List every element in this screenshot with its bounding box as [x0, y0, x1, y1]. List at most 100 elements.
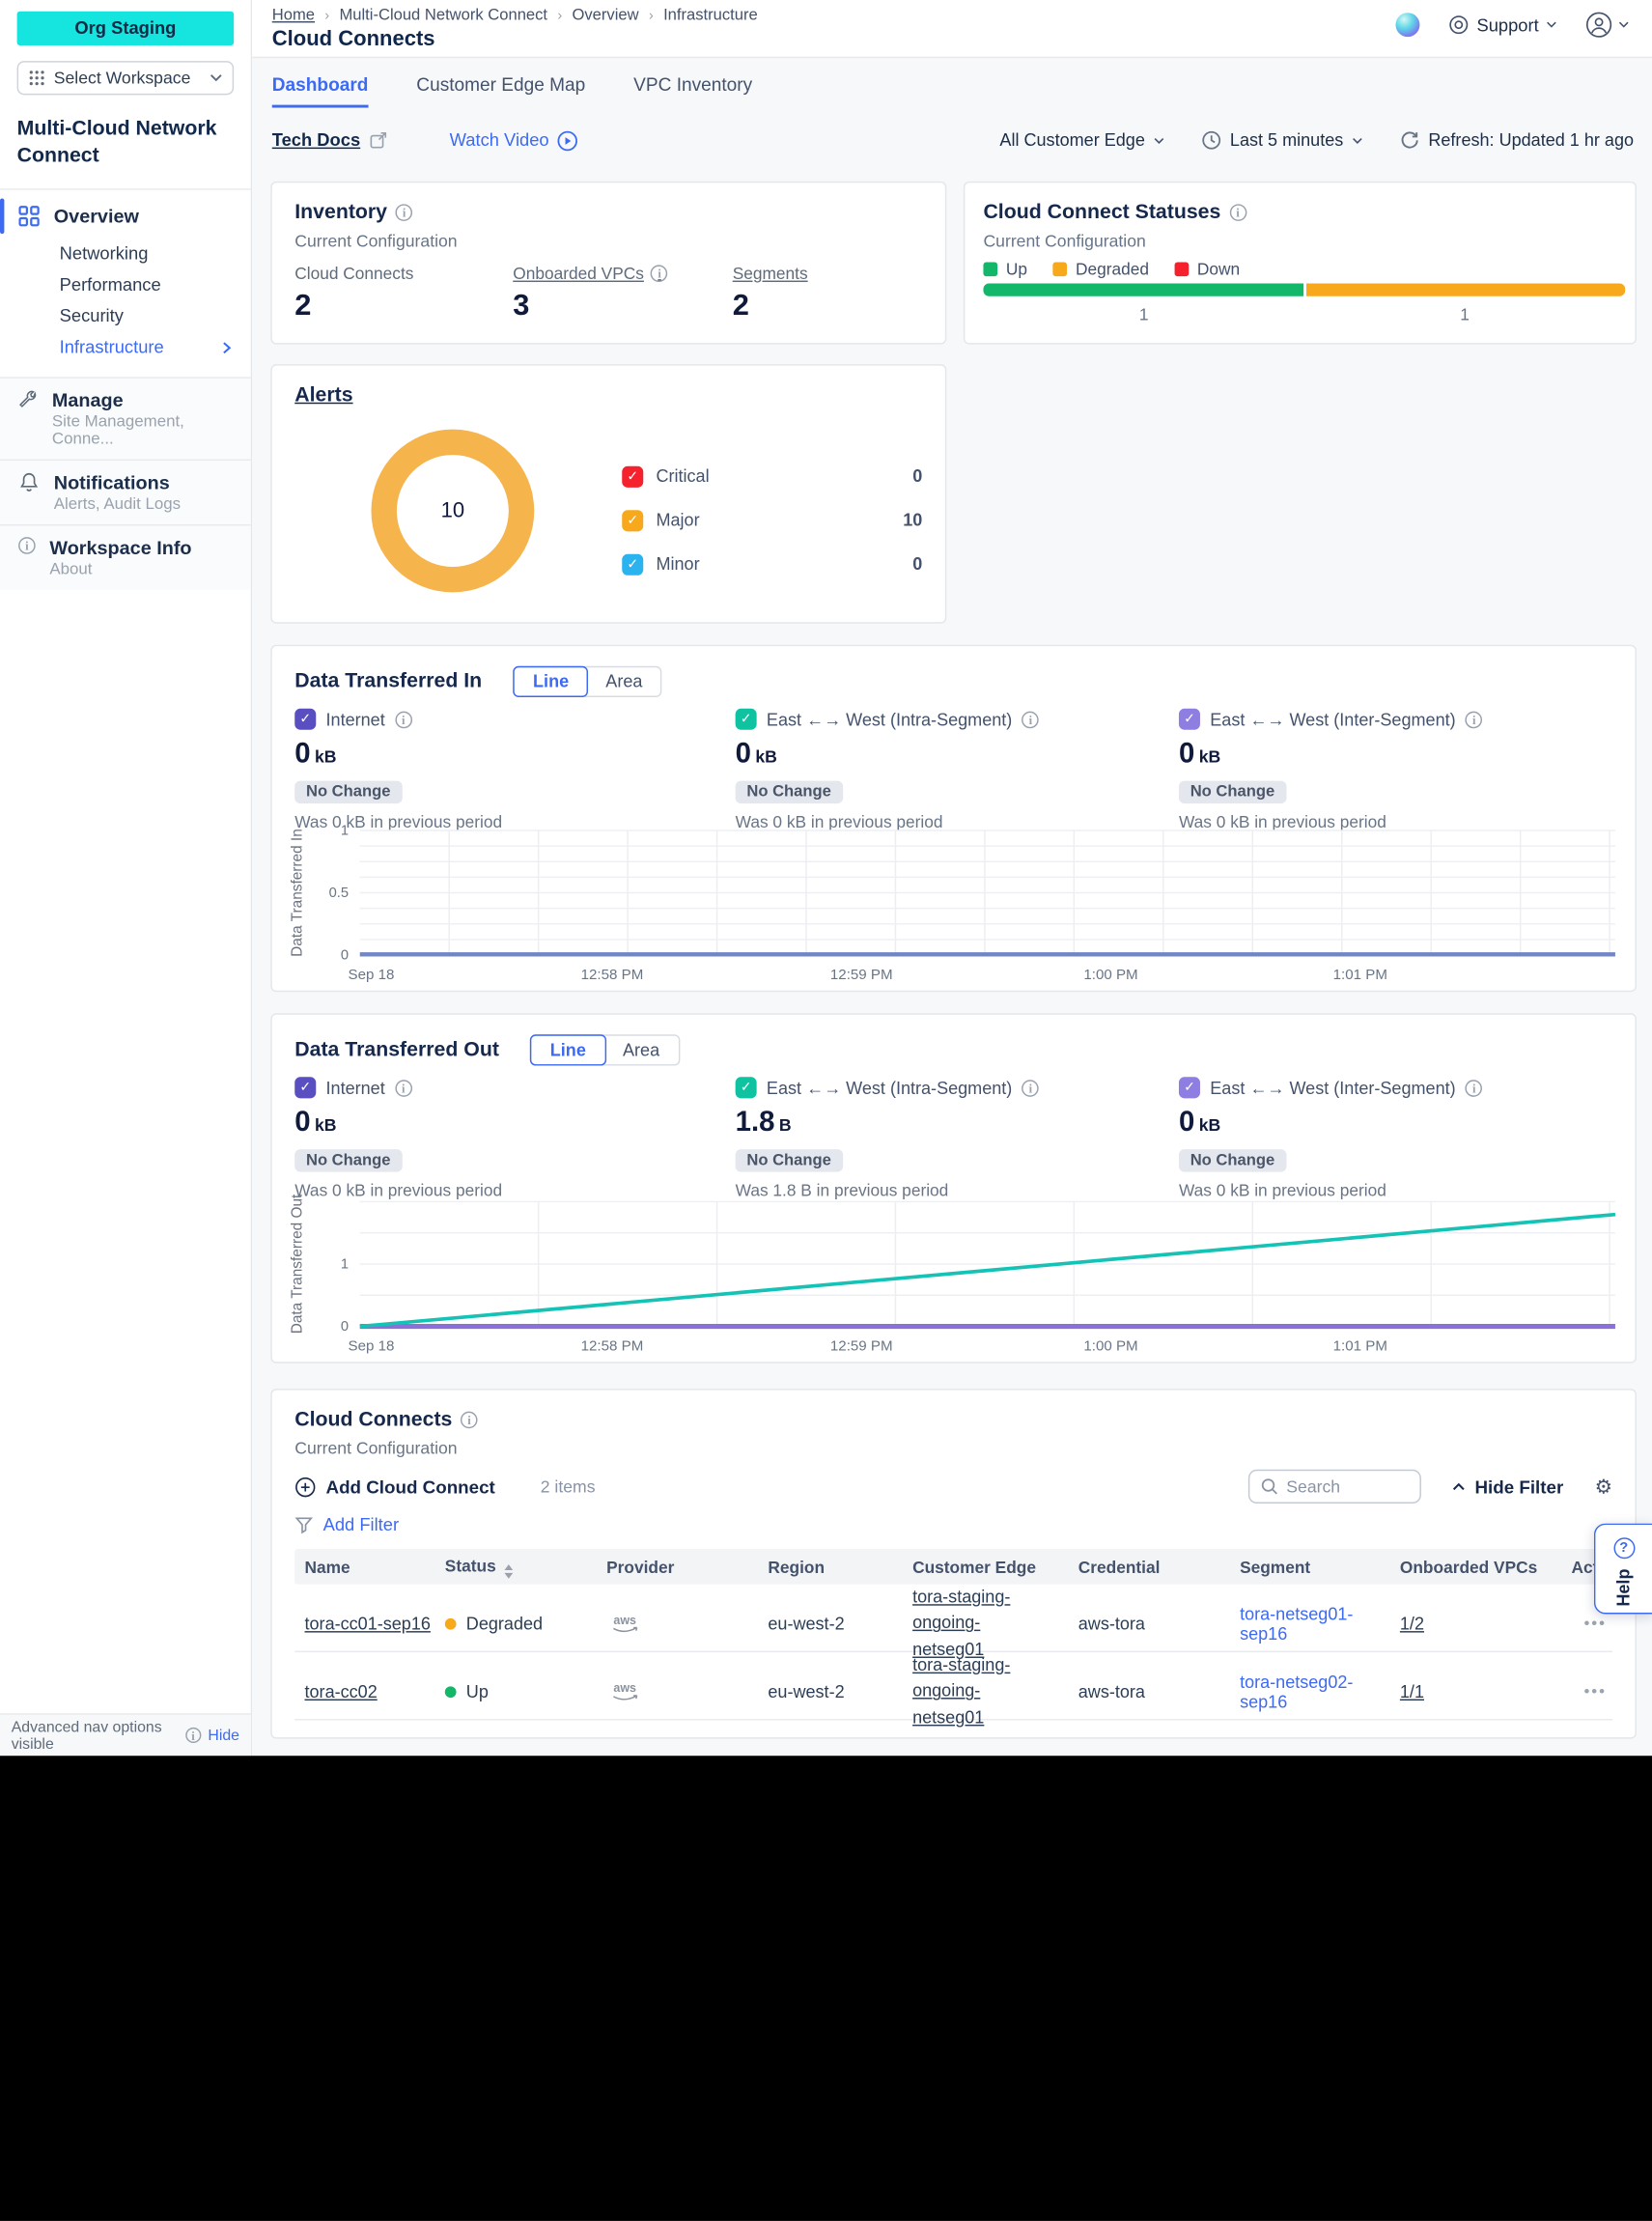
col-provider[interactable]: Provider	[597, 1557, 758, 1577]
info-icon[interactable]: i	[1466, 711, 1483, 728]
onboarded-vpcs-link[interactable]: 1/1	[1400, 1681, 1424, 1701]
toolbar: Tech Docs Watch Video All Customer Edge	[272, 125, 1634, 155]
ai-assistant-orb-icon[interactable]	[1396, 13, 1420, 37]
row-actions-menu[interactable]: •••	[1561, 1683, 1612, 1701]
add-cloud-connect-button[interactable]: Add Cloud Connect	[294, 1476, 495, 1497]
inventory-title: Inventory i	[294, 201, 457, 223]
stat-label[interactable]: Segments	[733, 264, 808, 284]
critical-checkbox[interactable]: ✓	[622, 465, 643, 487]
refresh-control[interactable]: Refresh: Updated 1 hr ago	[1400, 130, 1634, 151]
major-checkbox[interactable]: ✓	[622, 510, 643, 531]
segment-link[interactable]: tora-netseg02-sep16	[1240, 1672, 1353, 1711]
sort-icon[interactable]	[505, 1563, 514, 1578]
info-icon[interactable]: i	[1466, 1080, 1483, 1097]
tab-dashboard[interactable]: Dashboard	[272, 73, 369, 107]
stat-label[interactable]: Onboarded VPCs i	[513, 264, 732, 284]
breadcrumb-item[interactable]: Infrastructure	[663, 7, 758, 24]
info-icon[interactable]: i	[395, 711, 412, 728]
help-tab[interactable]: ? Help	[1594, 1524, 1652, 1615]
breadcrumb-item[interactable]: Multi-Cloud Network Connect	[339, 7, 547, 24]
refresh-status: Refresh: Updated 1 hr ago	[1428, 130, 1634, 151]
customer-edge-filter-dropdown[interactable]: All Customer Edge	[999, 130, 1164, 151]
table-controls: Add Cloud Connect 2 items	[294, 1470, 1612, 1504]
intra-segment-checkbox[interactable]: ✓	[736, 709, 757, 730]
bell-icon	[18, 472, 40, 493]
customer-edge-link[interactable]: tora-staging-ongoing-netseg01	[912, 1585, 1037, 1663]
alerts-total: 10	[441, 499, 464, 523]
line-toggle-button[interactable]: Line	[530, 1034, 605, 1065]
add-filter-button[interactable]: Add Filter	[294, 1515, 399, 1535]
bar-segment-degraded[interactable]	[1305, 284, 1625, 296]
sidebar-item-security[interactable]: Security	[0, 300, 251, 331]
row-actions-menu[interactable]: •••	[1561, 1615, 1612, 1632]
inter-segment-checkbox[interactable]: ✓	[1179, 1077, 1200, 1098]
cloud-connect-name-link[interactable]: tora-cc02	[305, 1681, 378, 1701]
sidebar-item-overview[interactable]: Overview	[0, 190, 251, 239]
sidebar-item-manage[interactable]: Manage Site Management, Conne...	[0, 378, 251, 460]
legend-down: Down	[1174, 260, 1240, 280]
info-icon[interactable]: i	[1022, 711, 1040, 728]
metric-value: 0	[294, 739, 310, 770]
col-status[interactable]: Status	[435, 1556, 597, 1578]
sidebar-item-infrastructure[interactable]: Infrastructure	[0, 332, 251, 363]
col-onboarded-vpcs[interactable]: Onboarded VPCs	[1390, 1557, 1562, 1577]
internet-checkbox[interactable]: ✓	[294, 709, 316, 730]
support-menu[interactable]: Support	[1448, 14, 1557, 36]
check-icon: ✓	[299, 712, 311, 727]
info-icon[interactable]: i	[395, 1080, 412, 1097]
sidebar-item-performance[interactable]: Performance	[0, 269, 251, 300]
breadcrumb-home[interactable]: Home	[272, 7, 315, 24]
aws-logo-icon: aws	[606, 1678, 646, 1703]
breadcrumb-item[interactable]: Overview	[573, 7, 639, 24]
hide-filter-button[interactable]: Hide Filter	[1452, 1476, 1563, 1497]
bar-segment-up[interactable]	[983, 284, 1302, 296]
onboarded-vpcs-link[interactable]: 1/2	[1400, 1614, 1424, 1634]
inter-segment-checkbox[interactable]: ✓	[1179, 709, 1200, 730]
dti-metric-intra-segment: ✓ East ←→ West (Intra-Segment) i 0kB No …	[736, 709, 1161, 832]
minor-checkbox[interactable]: ✓	[622, 553, 643, 575]
col-customer-edge[interactable]: Customer Edge	[903, 1557, 1069, 1577]
info-icon[interactable]: i	[461, 1412, 478, 1429]
col-segment[interactable]: Segment	[1230, 1557, 1390, 1577]
play-circle-icon	[557, 129, 578, 151]
internet-checkbox[interactable]: ✓	[294, 1077, 316, 1098]
tab-vpc-inventory[interactable]: VPC Inventory	[633, 73, 752, 107]
hide-advanced-nav-link[interactable]: Hide	[208, 1727, 239, 1744]
watch-video-link[interactable]: Watch Video	[450, 129, 579, 151]
info-icon[interactable]: i	[1229, 204, 1246, 221]
sidebar-item-workspace-info[interactable]: i Workspace Info About	[0, 524, 251, 590]
status-dot	[445, 1686, 457, 1698]
info-icon[interactable]: i	[1022, 1080, 1040, 1097]
add-filter-label: Add Filter	[323, 1515, 400, 1535]
y-tick: 1	[341, 1256, 349, 1272]
col-region[interactable]: Region	[758, 1557, 903, 1577]
customer-edge-link[interactable]: tora-staging-ongoing-netseg01	[912, 1652, 1037, 1730]
org-staging-button[interactable]: Org Staging	[17, 12, 235, 45]
table-search[interactable]	[1248, 1470, 1421, 1504]
info-icon[interactable]: i	[396, 204, 413, 221]
alert-row-major: ✓ Major 10	[622, 504, 922, 535]
user-menu[interactable]	[1585, 12, 1629, 39]
tech-docs-link[interactable]: Tech Docs	[272, 130, 387, 151]
info-icon: i	[185, 1728, 201, 1743]
alerts-title[interactable]: Alerts	[294, 384, 352, 407]
line-toggle-button[interactable]: Line	[513, 666, 588, 697]
clock-icon	[1202, 130, 1222, 151]
workspace-selector[interactable]: Select Workspace	[17, 61, 235, 95]
segment-link[interactable]: tora-netseg01-sep16	[1240, 1604, 1353, 1644]
col-name[interactable]: Name	[294, 1557, 434, 1577]
chevron-down-icon	[210, 73, 222, 82]
time-range-dropdown[interactable]: Last 5 minutes	[1202, 130, 1363, 151]
cloud-connects-table: Name Status Provider Region Customer Edg…	[294, 1549, 1612, 1721]
area-toggle-button[interactable]: Area	[587, 667, 660, 695]
table-settings-gear-icon[interactable]: ⚙	[1595, 1475, 1612, 1499]
search-input[interactable]	[1286, 1476, 1399, 1497]
cloud-connect-name-link[interactable]: tora-cc01-sep16	[305, 1614, 431, 1634]
intra-segment-checkbox[interactable]: ✓	[736, 1077, 757, 1098]
sidebar-item-notifications[interactable]: Notifications Alerts, Audit Logs	[0, 460, 251, 525]
info-icon[interactable]: i	[651, 265, 668, 282]
tab-customer-edge-map[interactable]: Customer Edge Map	[416, 73, 585, 107]
col-credential[interactable]: Credential	[1068, 1557, 1229, 1577]
area-toggle-button[interactable]: Area	[604, 1036, 678, 1064]
sidebar-item-networking[interactable]: Networking	[0, 239, 251, 269]
